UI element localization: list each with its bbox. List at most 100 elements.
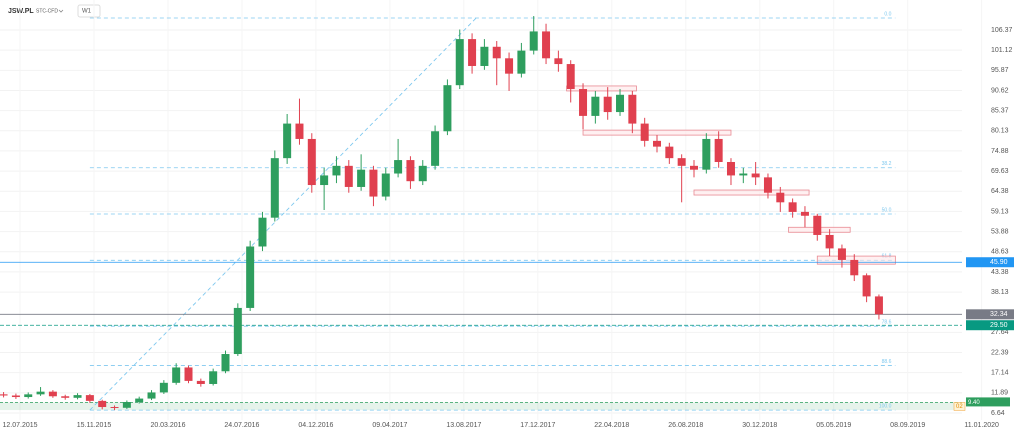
feed: STC-CFD [36, 8, 58, 14]
zone [693, 189, 810, 196]
candle-body [776, 192, 785, 203]
x-tick-label: 05.05.2019 [816, 422, 851, 429]
candle-body [73, 395, 82, 398]
x-tick-label: 17.12.2017 [520, 422, 555, 429]
y-tick-label: 95.87 [991, 67, 1009, 74]
badge-box [953, 402, 966, 411]
candle-body [517, 50, 526, 74]
price-label-box [966, 257, 1014, 268]
candle-body [258, 217, 267, 247]
x-tick-label: 04.12.2016 [298, 422, 333, 429]
dropdown-arrow[interactable] [58, 9, 64, 13]
candle-body [36, 391, 45, 395]
candle-body [98, 400, 107, 408]
support-band [0, 402, 962, 411]
badge: 02 [956, 404, 963, 410]
symbol[interactable]: JSW.PL [8, 8, 34, 15]
candle-body [850, 259, 859, 276]
x-tick-label: 13.08.2017 [446, 422, 481, 429]
candle-body [800, 211, 809, 216]
candle-body [739, 173, 748, 176]
candle-body [110, 407, 119, 409]
price-label: 32.34 [990, 311, 1008, 318]
candle-body [11, 395, 20, 398]
candle-body [61, 396, 70, 398]
y-tick-label: 43.38 [991, 269, 1009, 276]
candle-body [603, 96, 612, 113]
candle-body [455, 39, 464, 86]
y-tick-label: 85.37 [991, 107, 1009, 114]
candle-body [468, 39, 477, 66]
candle-body [418, 165, 427, 182]
y-tick-label: 6.64 [991, 410, 1005, 417]
y-tick-label: 106.37 [991, 27, 1013, 34]
price-label: 45.90 [990, 259, 1008, 266]
y-tick-label: 59.13 [991, 208, 1009, 215]
x-tick-label: 24.07.2016 [224, 422, 259, 429]
y-tick-label: 90.62 [991, 87, 1009, 94]
candle-body [542, 31, 551, 59]
x-tick-label: 08.09.2019 [890, 422, 925, 429]
toolbar: JSW.PL STC-CFD W1 [8, 4, 101, 18]
candle-body [677, 158, 686, 166]
interval[interactable]: W1 [82, 9, 92, 15]
candle-body [763, 177, 772, 193]
candle-body [751, 173, 760, 178]
y-tick-label: 38.13 [991, 289, 1009, 296]
candle-body [813, 215, 822, 235]
candle-body [431, 131, 440, 166]
candle-body [24, 394, 33, 398]
price-label: 29.50 [990, 322, 1008, 329]
fib-label: 78.6 [882, 320, 892, 326]
candle-body [554, 58, 563, 65]
candle-body [344, 165, 353, 187]
candle-body [653, 140, 662, 147]
price-label-box [966, 320, 1014, 331]
candle-body [529, 31, 538, 51]
fib-label: 88.6 [882, 359, 892, 365]
candle-body [147, 392, 156, 399]
candle-body [591, 96, 600, 116]
y-tick-label: 48.63 [991, 249, 1009, 256]
candle-body [726, 161, 735, 176]
candle-body [714, 138, 723, 162]
candle-body [837, 248, 846, 260]
candle-body [665, 146, 674, 159]
x-tick-label: 30.12.2018 [742, 422, 777, 429]
fib-label: 38.2 [882, 161, 892, 167]
candle-body [616, 94, 625, 113]
y-tick-label: 53.88 [991, 228, 1009, 235]
y-tick-label: 101.12 [991, 47, 1013, 54]
interval-button[interactable] [77, 4, 101, 18]
candle-body [122, 402, 131, 408]
x-tick-label: 09.04.2017 [372, 422, 407, 429]
candle-body [443, 85, 452, 132]
candle-body [295, 123, 304, 139]
candle-body [246, 246, 255, 308]
candle-body [233, 307, 242, 355]
x-tick-label: 22.04.2018 [594, 422, 629, 429]
y-tick-label: 22.39 [991, 349, 1009, 356]
candle-body [159, 382, 168, 393]
x-tick-label: 12.07.2015 [2, 422, 37, 429]
candle-body [307, 138, 316, 186]
candle-body [406, 160, 415, 182]
y-tick-label: 17.14 [991, 370, 1009, 377]
y-tick-label: 64.38 [991, 188, 1009, 195]
candle-body [320, 175, 329, 186]
trendline [89, 17, 477, 411]
price-label-box [966, 309, 1014, 320]
candle-body [492, 46, 501, 59]
candle-body [135, 398, 144, 403]
candle-body [209, 371, 218, 384]
zone [566, 85, 637, 92]
candle-body [702, 138, 711, 170]
candle-body [566, 64, 575, 90]
candle-body [184, 367, 193, 381]
candle-body [283, 123, 292, 159]
band-label-box [966, 397, 1010, 407]
candle-body [640, 123, 649, 141]
candle-body [788, 202, 797, 212]
candle-body [221, 354, 230, 372]
